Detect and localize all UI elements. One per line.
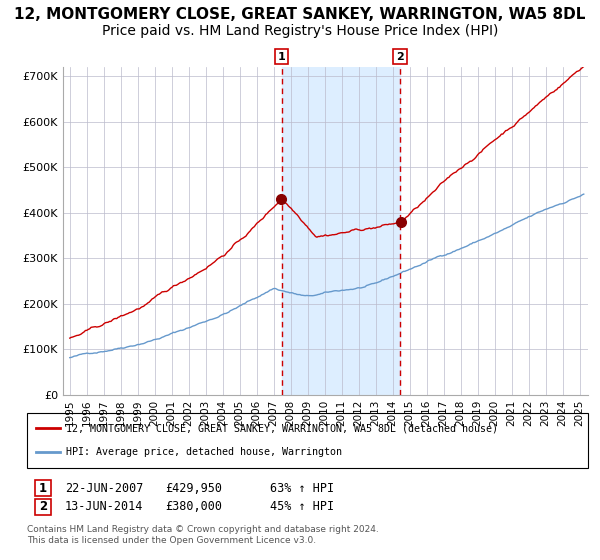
Text: £429,950: £429,950 [165, 482, 222, 495]
Text: 1: 1 [278, 52, 286, 62]
Text: 2: 2 [396, 52, 404, 62]
Text: Contains HM Land Registry data © Crown copyright and database right 2024.
This d: Contains HM Land Registry data © Crown c… [27, 525, 379, 545]
Text: 2: 2 [39, 500, 47, 514]
Text: 63% ↑ HPI: 63% ↑ HPI [270, 482, 334, 495]
Text: 45% ↑ HPI: 45% ↑ HPI [270, 500, 334, 514]
Text: 13-JUN-2014: 13-JUN-2014 [65, 500, 143, 514]
Text: 12, MONTGOMERY CLOSE, GREAT SANKEY, WARRINGTON, WA5 8DL (detached house): 12, MONTGOMERY CLOSE, GREAT SANKEY, WARR… [66, 423, 498, 433]
Text: Price paid vs. HM Land Registry's House Price Index (HPI): Price paid vs. HM Land Registry's House … [102, 24, 498, 38]
Text: £380,000: £380,000 [165, 500, 222, 514]
Text: HPI: Average price, detached house, Warrington: HPI: Average price, detached house, Warr… [66, 447, 342, 457]
Bar [281, 67, 400, 395]
Text: 22-JUN-2007: 22-JUN-2007 [65, 482, 143, 495]
Text: 12, MONTGOMERY CLOSE, GREAT SANKEY, WARRINGTON, WA5 8DL: 12, MONTGOMERY CLOSE, GREAT SANKEY, WARR… [14, 7, 586, 22]
Text: 1: 1 [39, 482, 47, 495]
